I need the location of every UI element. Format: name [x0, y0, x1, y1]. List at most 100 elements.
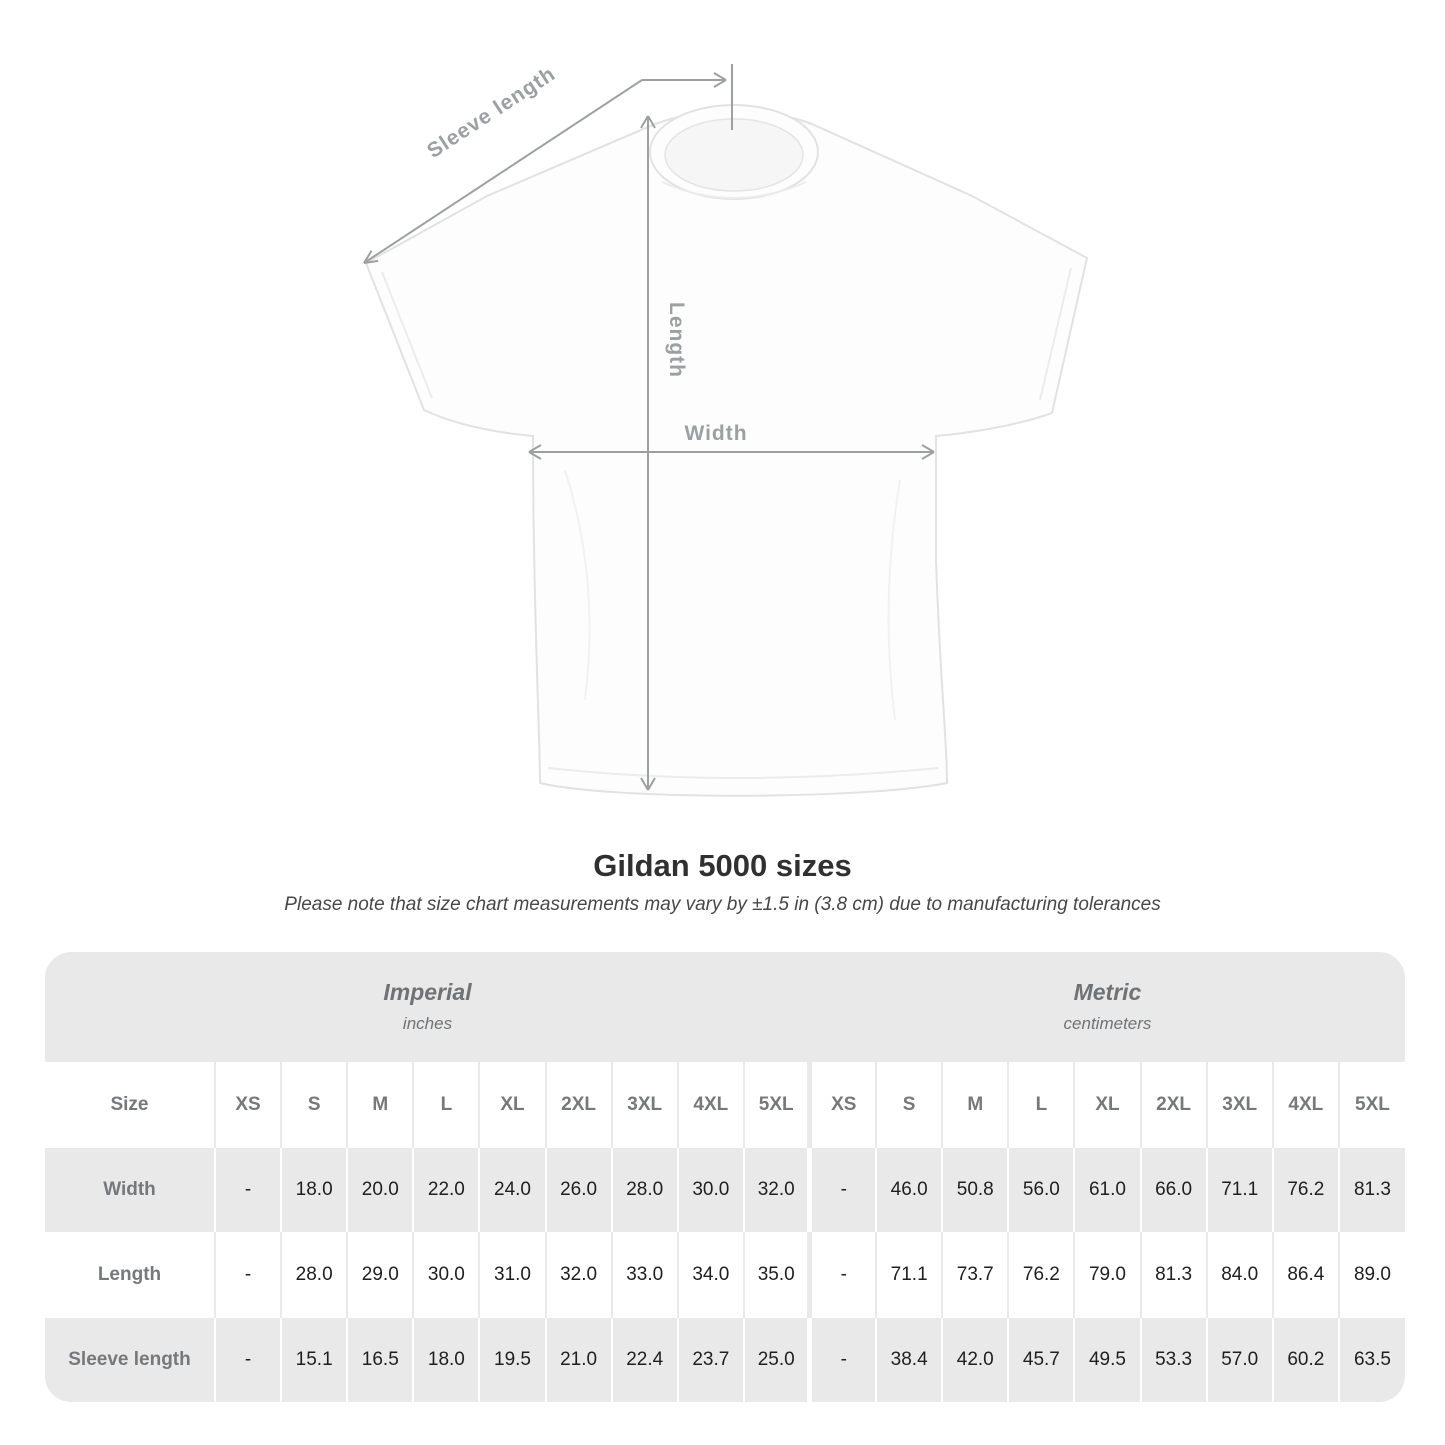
table-cell: 45.7 — [1007, 1318, 1075, 1402]
table-cell: - — [807, 1148, 877, 1232]
size-table-container: Imperial inches Metric centimeters Size … — [45, 952, 1405, 1402]
size-header-imperial-m: M — [346, 1062, 414, 1148]
size-header-imperial-xs: XS — [213, 1062, 282, 1148]
table-cell: 57.0 — [1205, 1318, 1273, 1402]
table-cell: 15.1 — [280, 1318, 348, 1402]
table-cell: 71.1 — [875, 1232, 943, 1318]
table-cell: 31.0 — [478, 1232, 546, 1318]
table-cell: 81.3 — [1337, 1148, 1405, 1232]
table-cell: 71.1 — [1205, 1148, 1273, 1232]
table-cell: 34.0 — [676, 1232, 744, 1318]
collar-opening — [664, 118, 804, 192]
size-header-metric-4xl: 4XL — [1271, 1062, 1339, 1148]
table-cell: 24.0 — [478, 1148, 546, 1232]
size-table: Imperial inches Metric centimeters Size … — [45, 952, 1405, 1402]
size-header-imperial-xl: XL — [478, 1062, 546, 1148]
sleeve-length-row-label: Sleeve length — [45, 1318, 215, 1402]
size-header-metric-m: M — [941, 1062, 1009, 1148]
table-cell: - — [807, 1232, 877, 1318]
tolerance-note: Please note that size chart measurements… — [284, 894, 1161, 915]
size-header-imperial-2xl: 2XL — [544, 1062, 612, 1148]
table-cell: 22.0 — [412, 1148, 480, 1232]
size-header-imperial-5xl: 5XL — [742, 1062, 810, 1148]
tshirt-illustration — [364, 104, 1089, 797]
table-cell: 42.0 — [941, 1318, 1009, 1402]
table-cell: 18.0 — [412, 1318, 480, 1402]
width-label: Width — [684, 422, 747, 445]
table-cell: 86.4 — [1271, 1232, 1339, 1318]
table-cell: 73.7 — [941, 1232, 1009, 1318]
length-annotation: Length — [640, 115, 688, 791]
size-header-imperial-3xl: 3XL — [610, 1062, 678, 1148]
table-cell: 28.0 — [610, 1148, 678, 1232]
table-cell: 30.0 — [676, 1148, 744, 1232]
table-cell: 89.0 — [1337, 1232, 1405, 1318]
length-top-arrowhead — [640, 115, 656, 129]
imperial-label: Imperial — [383, 978, 472, 1005]
table-cell: 18.0 — [280, 1148, 348, 1232]
size-header-metric-3xl: 3XL — [1205, 1062, 1273, 1148]
unit-group-header-row: Imperial inches Metric centimeters — [45, 952, 1405, 1062]
sleeve-length-row: Sleeve length - 15.1 16.5 18.0 19.5 21.0… — [45, 1318, 1405, 1402]
table-cell: 49.5 — [1073, 1318, 1141, 1402]
sleeve-length-diagonal-line — [363, 79, 643, 264]
table-cell: 79.0 — [1073, 1232, 1141, 1318]
table-cell: 30.0 — [412, 1232, 480, 1318]
width-left-arrowhead — [528, 444, 542, 460]
width-annotation: Width — [528, 422, 935, 460]
table-cell: - — [213, 1232, 282, 1318]
size-header-imperial-4xl: 4XL — [676, 1062, 744, 1148]
length-row-label: Length — [45, 1232, 215, 1318]
imperial-group-header: Imperial inches — [45, 952, 810, 1062]
fabric-fold-right — [887, 479, 901, 721]
table-cell: 26.0 — [544, 1148, 612, 1232]
table-cell: - — [213, 1318, 282, 1402]
metric-unit: centimeters — [1063, 1013, 1152, 1033]
metric-label: Metric — [1073, 978, 1142, 1005]
table-cell: 32.0 — [742, 1148, 810, 1232]
table-cell: 81.3 — [1139, 1232, 1207, 1318]
size-header-metric-l: L — [1007, 1062, 1075, 1148]
table-cell: 60.2 — [1271, 1318, 1339, 1402]
table-cell: 32.0 — [544, 1232, 612, 1318]
table-cell: 61.0 — [1073, 1148, 1141, 1232]
size-header-metric-5xl: 5XL — [1337, 1062, 1405, 1148]
size-header-metric-xl: XL — [1073, 1062, 1141, 1148]
table-cell: 25.0 — [742, 1318, 810, 1402]
sleeve-length-end-arrowhead — [363, 250, 379, 264]
table-cell: 29.0 — [346, 1232, 414, 1318]
table-cell: 23.7 — [676, 1318, 744, 1402]
length-row: Length - 28.0 29.0 30.0 31.0 32.0 33.0 3… — [45, 1232, 1405, 1318]
table-cell: 35.0 — [742, 1232, 810, 1318]
size-header-imperial-l: L — [412, 1062, 480, 1148]
hem-seam — [547, 767, 939, 779]
table-cell: 20.0 — [346, 1148, 414, 1232]
length-label: Length — [665, 302, 688, 378]
table-cell: 21.0 — [544, 1318, 612, 1402]
table-cell: 56.0 — [1007, 1148, 1075, 1232]
table-cell: - — [213, 1148, 282, 1232]
table-cell: 16.5 — [346, 1318, 414, 1402]
size-header-metric-s: S — [875, 1062, 943, 1148]
table-cell: 84.0 — [1205, 1232, 1273, 1318]
metric-group-header: Metric centimeters — [809, 952, 1405, 1062]
table-cell: 53.3 — [1139, 1318, 1207, 1402]
table-cell: 66.0 — [1139, 1148, 1207, 1232]
page-title: Gildan 5000 sizes — [593, 848, 852, 883]
width-right-arrowhead — [921, 444, 935, 460]
table-cell: 28.0 — [280, 1232, 348, 1318]
right-cuff-seam — [1039, 267, 1072, 401]
size-header-metric-2xl: 2XL — [1139, 1062, 1207, 1148]
length-bottom-arrowhead — [640, 777, 656, 791]
size-header-row: Size XS S M L XL 2XL 3XL 4XL 5XL XS S M … — [45, 1062, 1405, 1148]
table-cell: 33.0 — [610, 1232, 678, 1318]
collar-shadow-seam — [661, 181, 807, 199]
table-cell: 63.5 — [1337, 1318, 1405, 1402]
imperial-unit: inches — [402, 1013, 453, 1033]
size-header-imperial-s: S — [280, 1062, 348, 1148]
table-cell: - — [807, 1318, 877, 1402]
table-cell: 50.8 — [941, 1148, 1009, 1232]
left-cuff-seam — [381, 271, 433, 399]
table-cell: 46.0 — [875, 1148, 943, 1232]
